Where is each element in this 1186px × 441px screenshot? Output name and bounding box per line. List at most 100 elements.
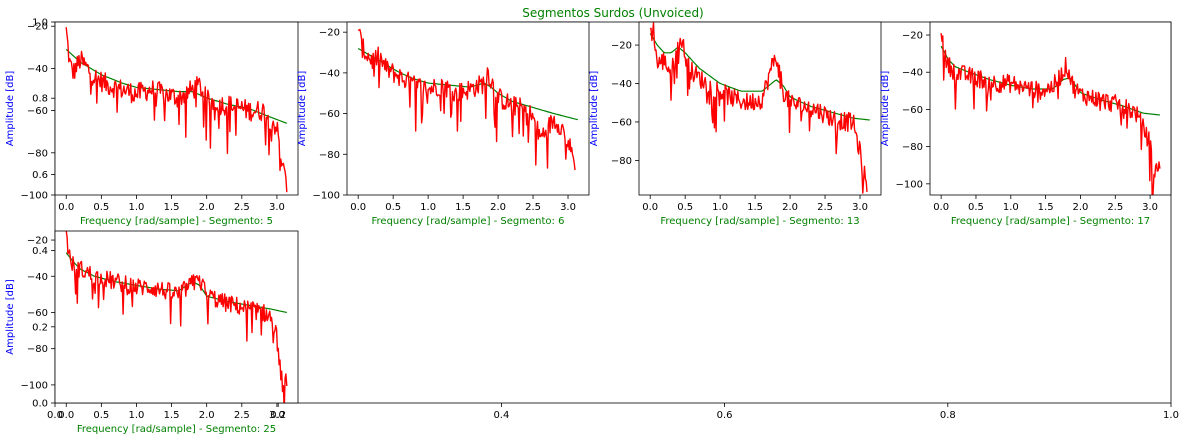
x-tick-label: 0.0 [350, 202, 366, 213]
y-tick-label: −80 [319, 150, 340, 161]
y-tick-label: −80 [27, 148, 48, 159]
subplot-frame [638, 21, 882, 196]
y-tick-label: −20 [611, 41, 632, 52]
y-axis-label: Amplitude [dB] [880, 71, 891, 147]
subplot-plot-area [65, 231, 288, 403]
background-x-tick-label: 0.4 [493, 410, 509, 421]
spectrum-line [357, 28, 576, 171]
x-tick-label: 2.0 [1072, 202, 1088, 213]
x-axis-label: Frequency [rad/sample] - Segmento: 13 [660, 216, 859, 227]
x-tick-label: 3.0 [269, 202, 285, 213]
y-tick-label: −40 [319, 68, 340, 79]
envelope-line [649, 33, 870, 121]
y-tick-label: −100 [313, 191, 340, 202]
background-x-tick-label: 1.0 [1163, 410, 1179, 421]
subplot-plot-area [357, 28, 578, 171]
spectrum-line [65, 231, 288, 403]
y-tick-label: −40 [27, 64, 48, 75]
x-tick-label: 3.0 [560, 202, 576, 213]
subplots: 0.0 0.5 1.0 1.5 2.0 2.5 3.0 −20 −40 −60 −80 −100 Fre… [5, 21, 1172, 435]
spectrum-line [940, 33, 1161, 195]
x-tick-label: 1.0 [129, 202, 145, 213]
x-tick-label: 1.0 [712, 202, 728, 213]
x-tick-label: 3.0 [852, 202, 868, 213]
y-tick-label: −100 [21, 380, 48, 391]
y-tick-label: −60 [319, 109, 340, 120]
subplot-plot-area [940, 33, 1161, 195]
y-tick-label: −100 [896, 179, 923, 190]
background-y-ticks: 0.0 0.2 0.4 0.6 0.8 1.0 [32, 18, 55, 410]
x-axis-label: Frequency [rad/sample] - Segmento: 17 [951, 216, 1150, 227]
figure-suptitle: Segmentos Surdos (Unvoiced) [522, 6, 704, 20]
x-tick-label: 0.5 [968, 202, 984, 213]
x-tick-label: 1.0 [1003, 202, 1019, 213]
x-axis-label: Frequency [rad/sample] - Segmento: 6 [372, 216, 565, 227]
x-tick-label: 1.5 [1038, 202, 1054, 213]
y-tick-label: −60 [611, 117, 632, 128]
background-y-tick-label: 0.0 [32, 399, 48, 410]
subplot-frame [54, 230, 299, 404]
spectrum-line [65, 27, 288, 193]
x-tick-label: 0.0 [642, 202, 658, 213]
subplot-background [55, 22, 298, 195]
y-tick-label: −80 [611, 156, 632, 167]
x-axis-label: Frequency [rad/sample] - Segmento: 25 [77, 424, 276, 435]
x-tick-label: 0.5 [93, 202, 109, 213]
y-tick-label: −20 [902, 31, 923, 42]
background-x-ticks: 0.0 0.2 0.4 0.6 0.8 1.0 [47, 403, 1179, 421]
background-y-tick-label: 0.4 [32, 246, 48, 257]
subplot-1: 0.0 0.5 1.0 1.5 2.0 2.5 3.0 −20 −40 −60 −80 −100 Fre… [5, 21, 299, 227]
background-x-tick-label: 0.0 [47, 410, 63, 421]
subplot-frame [54, 21, 299, 196]
x-tick-label: 3.0 [1142, 202, 1158, 213]
background-axes-frame [54, 21, 1172, 404]
y-tick-label: −100 [21, 191, 48, 202]
subplot-3: 0.0 0.5 1.0 1.5 2.0 2.5 3.0 −20 −40 −60 −80 Frequen… [589, 21, 882, 227]
x-tick-label: 2.0 [199, 202, 215, 213]
y-tick-label: −40 [902, 68, 923, 79]
subplot-plot-area [649, 22, 870, 194]
x-tick-label: 2.5 [234, 202, 250, 213]
y-tick-label: −40 [27, 272, 48, 283]
background-x-tick-label: 0.8 [940, 410, 956, 421]
y-tick-label: −60 [902, 105, 923, 116]
subplot-5: 0.0 0.5 1.0 1.5 2.0 2.5 3.0 −20 −40 −60 −80 −100 Fre… [5, 230, 299, 435]
x-tick-label: 0.0 [58, 410, 74, 421]
x-tick-label: 2.0 [782, 202, 798, 213]
y-tick-label: −40 [611, 79, 632, 90]
y-tick-label: −20 [319, 28, 340, 39]
x-tick-label: 1.5 [747, 202, 763, 213]
y-axis-label: Amplitude [dB] [5, 279, 16, 355]
background-y-tick-label: 0.2 [32, 322, 48, 333]
background-x-tick-label: 0.6 [717, 410, 733, 421]
subplot-background [55, 231, 298, 403]
background-y-tick-label: 0.6 [32, 170, 48, 181]
background-axes: 0.0 0.2 0.4 0.6 0.8 1.0 0.0 0.2 0.4 0.6 0.8 1.0 [32, 18, 1179, 422]
x-tick-label: 1.5 [164, 202, 180, 213]
subplot-2: 0.0 0.5 1.0 1.5 2.0 2.5 3.0 −20 −40 −60 −80 −100 Fre… [297, 21, 590, 227]
x-tick-label: 1.5 [455, 202, 471, 213]
x-tick-label: 2.0 [199, 410, 215, 421]
y-tick-label: −20 [27, 236, 48, 247]
y-tick-label: −20 [27, 22, 48, 33]
x-tick-label: 2.5 [525, 202, 541, 213]
x-tick-label: 3.0 [269, 410, 285, 421]
y-tick-label: −60 [27, 106, 48, 117]
y-tick-label: −80 [902, 142, 923, 153]
subplot-frame [346, 21, 590, 196]
x-tick-label: 2.5 [1107, 202, 1123, 213]
background-x-tick-label: 0.2 [270, 410, 286, 421]
y-axis-label: Amplitude [dB] [297, 71, 308, 147]
spectrum-line [649, 22, 868, 194]
y-tick-label: −60 [27, 308, 48, 319]
x-axis-label: Frequency [rad/sample] - Segmento: 5 [80, 216, 273, 227]
x-tick-label: 0.5 [677, 202, 693, 213]
y-axis-label: Amplitude [dB] [5, 71, 16, 147]
x-tick-label: 2.5 [817, 202, 833, 213]
x-tick-label: 0.0 [58, 202, 74, 213]
x-tick-label: 2.0 [490, 202, 506, 213]
subplot-4: 0.0 0.5 1.0 1.5 2.0 2.5 3.0 −20 −40 −60 −80 −100 Fre… [880, 21, 1172, 227]
subplot-plot-area [65, 27, 288, 193]
background-y-tick-label: 0.8 [32, 94, 48, 105]
